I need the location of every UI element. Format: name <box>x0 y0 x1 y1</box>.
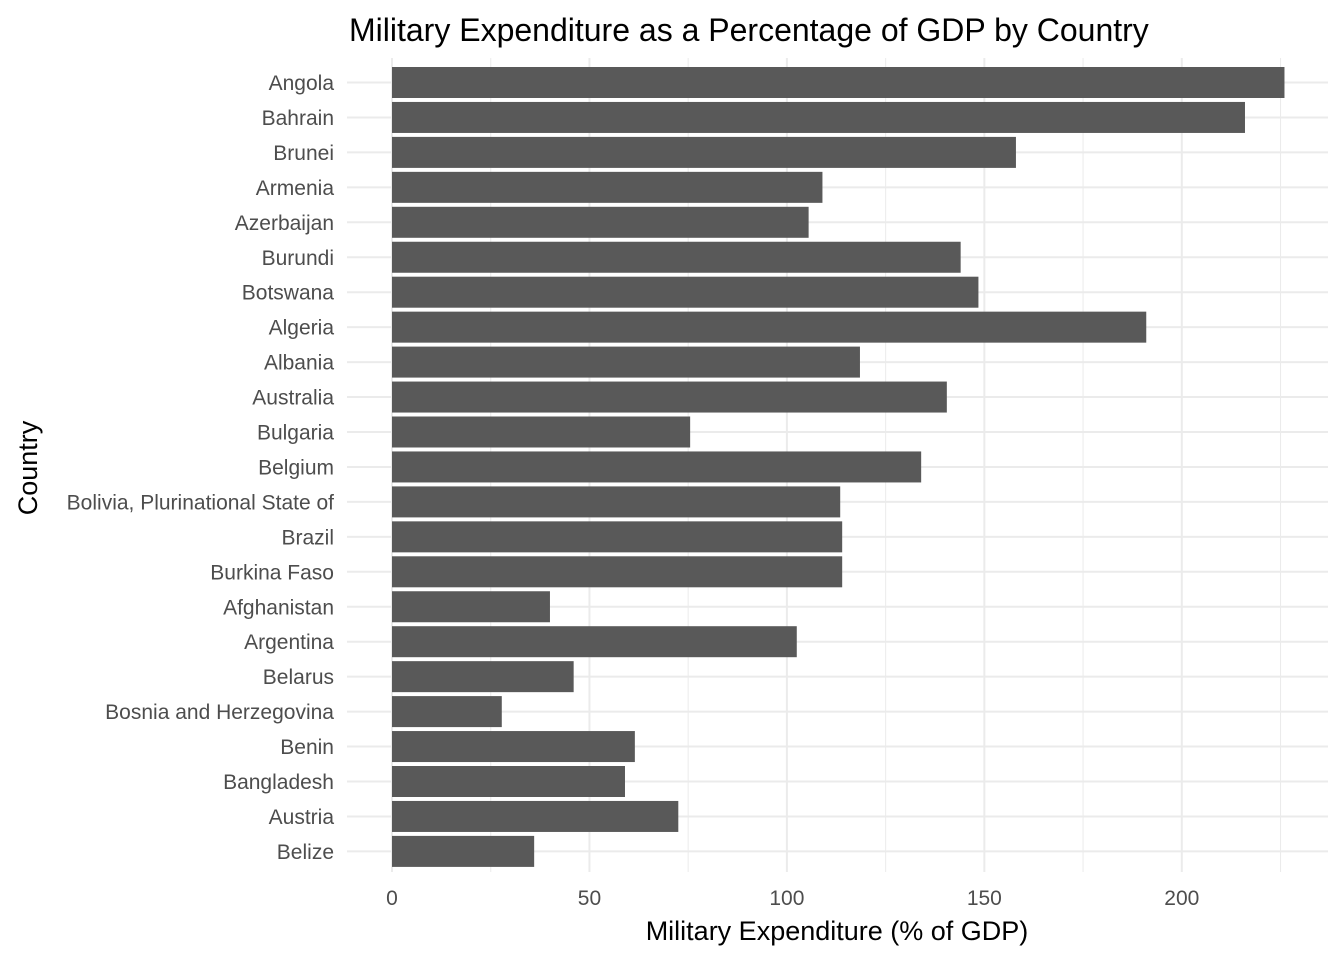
bar-algeria <box>392 311 1147 343</box>
y-tick-label: Brazil <box>281 526 334 549</box>
y-tick-label: Albania <box>264 352 334 375</box>
y-tick-label: Austria <box>269 806 335 829</box>
bar-burundi <box>392 241 961 273</box>
bars <box>392 67 1285 867</box>
bar-angola <box>392 67 1285 98</box>
y-tick-label: Azerbaijan <box>235 212 334 235</box>
bar-bangladesh <box>392 766 625 797</box>
bar-brunei <box>392 136 1016 168</box>
bar-australia <box>392 381 947 413</box>
y-tick-label: Bulgaria <box>257 422 334 445</box>
y-tick-label: Belize <box>277 841 334 864</box>
bar-albania <box>392 346 860 378</box>
y-tick-label: Bosnia and Herzegovina <box>105 701 334 724</box>
y-tick-label: Belgium <box>258 456 334 479</box>
bar-bahrain <box>392 101 1245 133</box>
y-tick-label: Bolivia, Plurinational State of <box>67 491 334 514</box>
bar-belgium <box>392 451 922 483</box>
y-tick-label: Belarus <box>263 666 334 689</box>
x-tick-label: 150 <box>967 887 1002 910</box>
y-tick-label: Burundi <box>262 247 334 270</box>
bar-belize <box>392 835 535 867</box>
y-tick-label: Benin <box>280 736 334 759</box>
y-tick-label: Burkina Faso <box>210 561 334 584</box>
y-tick-label: Botswana <box>242 282 335 305</box>
chart-title: Military Expenditure as a Percentage of … <box>349 12 1149 48</box>
bar-bosnia-and-herzegovina <box>392 696 502 728</box>
bar-argentina <box>392 626 797 658</box>
y-tick-label: Angola <box>269 72 335 95</box>
y-axis-tick-labels: Angola Bahrain Brunei Armenia Azerbaijan Buru… <box>67 72 335 864</box>
bar-afghanistan <box>392 591 550 623</box>
y-tick-label: Bangladesh <box>223 771 334 794</box>
y-tick-label: Argentina <box>244 631 334 654</box>
bar-armenia <box>392 171 823 203</box>
bar-bolivia-plurinational-state-of <box>392 486 841 518</box>
y-tick-label: Australia <box>252 387 334 410</box>
bar-burkina-faso <box>392 556 843 588</box>
bar-azerbaijan <box>392 206 809 238</box>
x-axis-tick-labels: 0 50 100 150 200 <box>386 887 1199 910</box>
x-tick-label: 50 <box>578 887 601 910</box>
bar-austria <box>392 800 679 832</box>
x-tick-label: 200 <box>1164 887 1199 910</box>
x-axis-title: Military Expenditure (% of GDP) <box>646 916 1029 946</box>
y-tick-label: Brunei <box>273 142 334 165</box>
y-tick-label: Algeria <box>269 317 335 340</box>
y-tick-label: Bahrain <box>262 107 334 130</box>
x-tick-label: 100 <box>769 887 804 910</box>
bar-benin <box>392 731 635 763</box>
y-tick-label: Afghanistan <box>223 596 334 619</box>
x-tick-label: 0 <box>386 887 398 910</box>
bar-botswana <box>392 276 979 308</box>
bar-bulgaria <box>392 416 691 448</box>
y-tick-label: Armenia <box>256 177 335 200</box>
y-axis-title: Country <box>13 420 43 515</box>
bar-belarus <box>392 661 574 693</box>
bar-brazil <box>392 521 843 553</box>
